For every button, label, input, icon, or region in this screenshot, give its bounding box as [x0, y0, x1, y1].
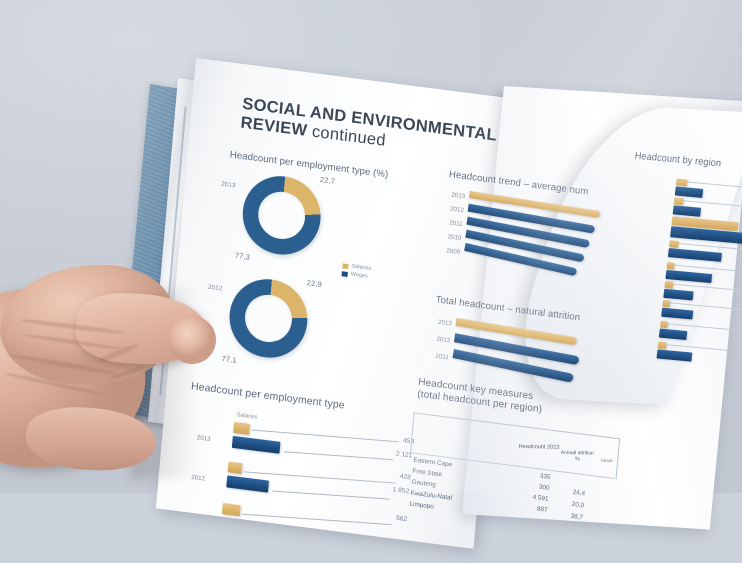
table-col-annual-attrition: Annual attrition % [560, 449, 594, 462]
table-col-headcount-2013: Headcount 2013 [518, 443, 560, 451]
trend-row-2013: 2013 [445, 189, 601, 219]
legend-swatch-salaries [342, 262, 349, 269]
legend-label-salaries: Salaries [351, 263, 372, 272]
legend-swatch-wages [341, 270, 348, 277]
donut-2012-salaries-value: 22,9 [306, 277, 323, 289]
bar-chart-headcount-trend: 2013 2012 2011 2010 2009 [439, 189, 601, 277]
attrition-row-2012: 2012 [430, 333, 580, 366]
trend-year-2011: 2011 [449, 219, 463, 229]
donut-2013-ring [239, 171, 324, 260]
trend-row-2009: 2009 [440, 242, 578, 277]
legend-item-wages: Wages [341, 270, 371, 280]
fingertip [168, 316, 216, 364]
donut-2013-year: 2013 [220, 180, 236, 190]
bar-value-2011-salaries: 562 [395, 514, 408, 524]
donut-2013-salaries-value: 22,7 [319, 174, 336, 186]
donut-chart-2013: 2013 22,7 77,3 [221, 171, 335, 262]
annual-report-book[interactable]: SOCIAL AND ENVIRONMENTAL REVIEW continue… [0, 0, 742, 549]
trend-row-2012: 2012 [443, 203, 596, 234]
trend-year-2009: 2009 [446, 247, 461, 256]
bar-value-2012-wages: 1 852 [392, 486, 410, 496]
trend-row-2010: 2010 [441, 229, 585, 263]
bar-chart-natural-attrition: 2013 2012 2011 [428, 316, 580, 383]
bar-2011-salaries [221, 503, 241, 517]
attrition-year-2011: 2011 [435, 352, 449, 362]
trend-year-2012: 2012 [449, 205, 465, 215]
attrition-row-2011: 2011 [428, 349, 574, 383]
trend-year-2010: 2010 [447, 233, 462, 243]
attrition-year-2012: 2012 [436, 335, 451, 345]
attrition-row-2013: 2013 [431, 316, 578, 346]
attrition-year-2013: 2013 [437, 318, 452, 328]
legend-label-wages: Wages [350, 271, 369, 280]
donut-legend: Salaries Wages [341, 262, 372, 282]
bar-chart-headcount-by-region: Eastern Cape Free State Gauteng KwaZulu-… [605, 174, 742, 373]
trend-year-2013: 2013 [451, 191, 466, 201]
hand-holding-book [0, 257, 245, 498]
trend-row-2011: 2011 [442, 216, 590, 249]
bar-value-2012-salaries: 428 [399, 473, 412, 482]
